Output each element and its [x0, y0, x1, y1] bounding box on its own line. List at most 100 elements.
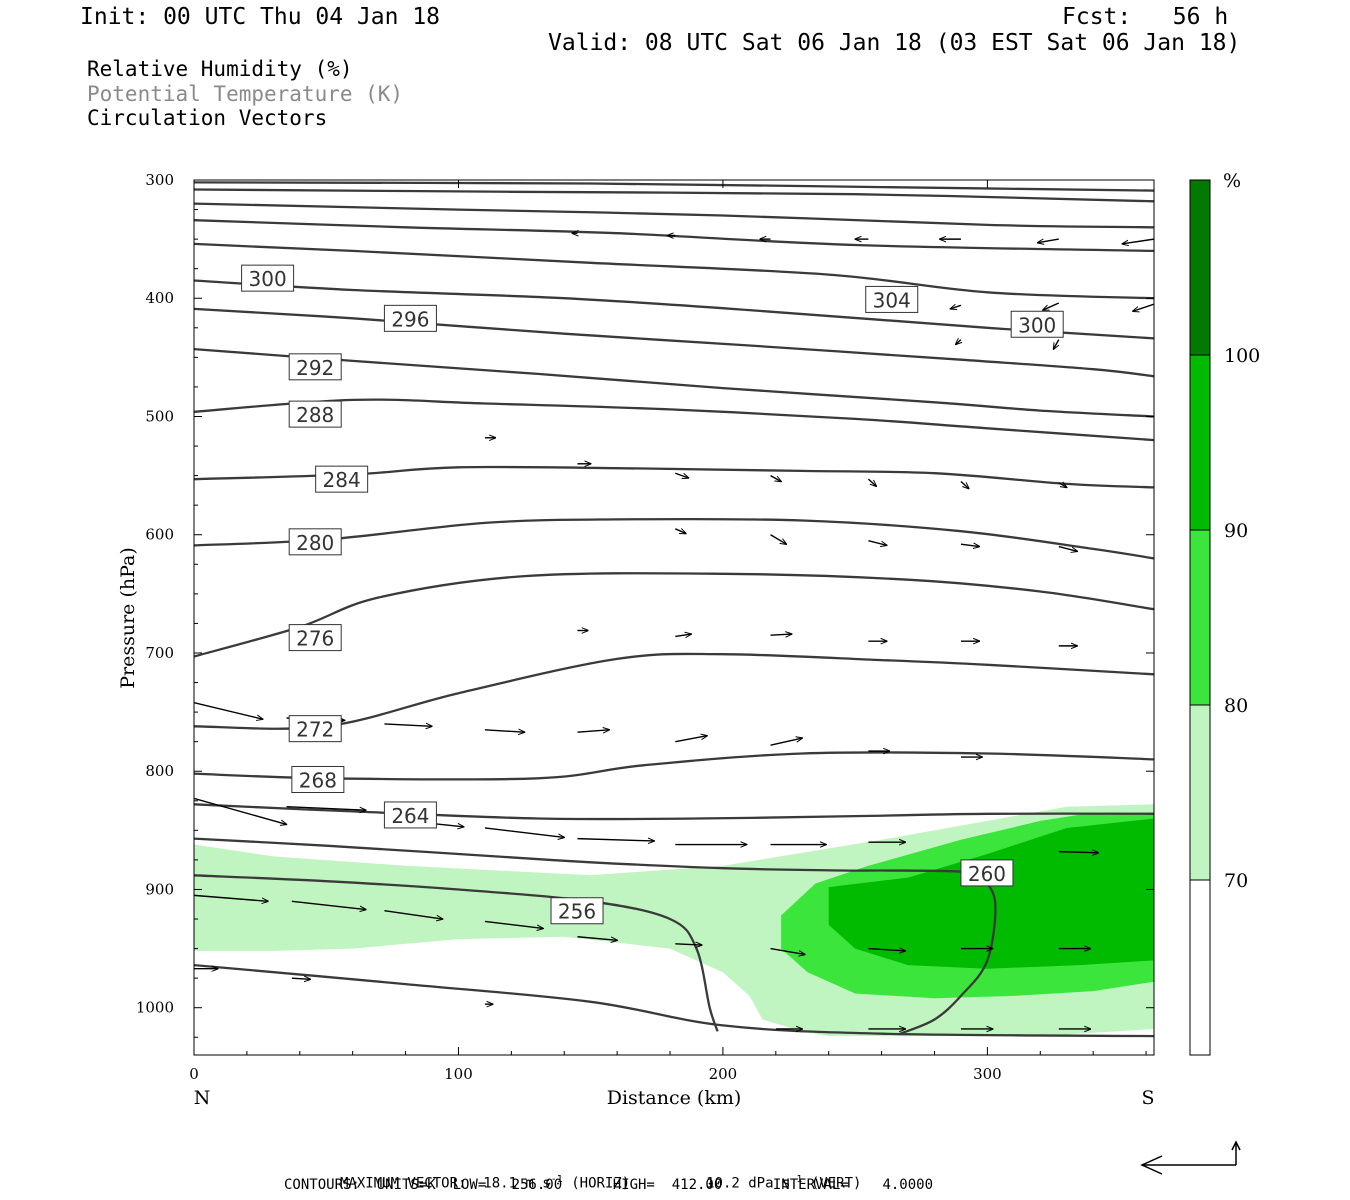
theta-contour-264 [194, 803, 1154, 821]
theta-contour-272 [194, 652, 1154, 730]
theta-contour-276 [194, 572, 1154, 658]
circulation-vector [770, 474, 782, 482]
max-vector-label: MAXIMUM VECTOR: [340, 1175, 467, 1192]
contour-label-box [383, 801, 437, 829]
contour-label-box [1010, 310, 1064, 338]
circulation-vector [960, 480, 969, 489]
theta-contour-unlabeled-15 [194, 202, 1154, 229]
x-tick-label: 300 [973, 1065, 1002, 1083]
contour-label-box [288, 624, 342, 652]
circulation-vector [194, 894, 268, 901]
circulation-vector [868, 949, 905, 951]
endpoint-north-label: N [194, 1087, 211, 1109]
contour-label-box [865, 285, 919, 313]
colorbar-swatch [1190, 530, 1210, 705]
circulation-vector [194, 701, 263, 720]
contour-label-280: 280 [296, 531, 334, 555]
reference-vector-icon [1140, 1140, 1241, 1175]
endpoint-south-label: S [1141, 1087, 1154, 1109]
contour-label-box [291, 765, 345, 793]
y-tick-label: 900 [145, 880, 174, 898]
circulation-vector [194, 797, 287, 824]
x-tick-label: 200 [709, 1065, 738, 1083]
y-tick-label: 500 [145, 407, 174, 425]
contour-label-box [288, 400, 342, 428]
legend-circulation-vectors: Circulation Vectors [87, 106, 328, 130]
theta-contour-288 [194, 398, 1154, 442]
contour-label-284: 284 [323, 468, 361, 492]
colorbar-level-label: 90 [1224, 520, 1248, 542]
theta-contour-296 [194, 307, 1154, 378]
max-vector-vert-tag: (VERT) [810, 1175, 862, 1192]
axes-layer: 300 400 500 600 700 800 900 1000 0 100 200 300 [136, 171, 1154, 1083]
colorbar-level-label: 80 [1224, 695, 1248, 717]
theta-contour-layer [194, 181, 1154, 1038]
contour-label-296: 296 [391, 307, 429, 331]
contour-label-box [288, 715, 342, 743]
circulation-vector [675, 944, 701, 945]
colorbar-level-label: 70 [1224, 870, 1248, 892]
contour-label-box [288, 528, 342, 556]
contour-label-300: 300 [1018, 313, 1056, 337]
contour-label-272: 272 [296, 718, 334, 742]
y-axis-title: Pressure (hPa) [117, 547, 139, 689]
circulation-vector-layer [194, 233, 1154, 1029]
y-tick-label: 800 [145, 762, 174, 780]
contour-label-288: 288 [296, 403, 334, 427]
theta-contour-unlabeled-17 [194, 181, 1154, 192]
circulation-vector [291, 900, 366, 909]
colorbar-frame [1189, 179, 1211, 1056]
circulation-vector [1043, 302, 1060, 310]
circulation-vector [577, 730, 609, 732]
contour-label-268: 268 [299, 768, 337, 792]
forecast-hour: Fcst: 56 h [1062, 4, 1229, 30]
colorbar-swatch [1190, 355, 1210, 530]
circulation-vector [675, 736, 707, 743]
contours-info: CONTOURS: UNITS=K LOW= 256.00 HIGH= 412.… [284, 1177, 934, 1193]
circulation-vector [1133, 303, 1154, 311]
contour-label-276: 276 [296, 627, 334, 651]
circulation-vector [291, 978, 311, 979]
legend-potential-temperature: Potential Temperature (K) [87, 82, 404, 106]
rh-fill-90 [828, 818, 1154, 969]
contour-label-304: 304 [873, 288, 911, 312]
contour-label-260: 260 [968, 862, 1006, 886]
circulation-vector [867, 478, 876, 486]
circulation-vector [770, 534, 787, 544]
valid-time: Valid: 08 UTC Sat 06 Jan 18 (03 EST Sat … [548, 30, 1241, 56]
contour-label-layer: 256 260 264 268 272 276 280 284 288 292 296 300 300 3… [241, 264, 1064, 925]
x-tick-label: 0 [189, 1065, 199, 1083]
y-tick-label: 700 [145, 644, 174, 662]
contour-label-292: 292 [296, 356, 334, 380]
max-vector-horiz-tag: (HORIZ) [571, 1175, 631, 1192]
init-time: Init: 00 UTC Thu 04 Jan 18 [80, 4, 441, 30]
circulation-vector [384, 910, 442, 919]
circulation-vector [770, 738, 803, 746]
circulation-vector [1054, 339, 1060, 349]
theta-contour-unlabeled-14 [194, 219, 1154, 253]
contour-label-264: 264 [391, 804, 429, 828]
circulation-vector [960, 544, 980, 546]
contour-label-box [241, 264, 295, 292]
y-tick-label: 400 [145, 289, 174, 307]
contour-label-300: 300 [249, 267, 287, 291]
contour-label-box [960, 859, 1014, 887]
contour-label-box [288, 353, 342, 381]
circulation-vector [950, 305, 962, 309]
circulation-vector [956, 340, 961, 345]
circulation-vector [1058, 545, 1078, 552]
theta-contour-unlabeled-16 [194, 188, 1154, 203]
colorbar-swatch [1190, 880, 1210, 1055]
plot-frame [193, 179, 1155, 1056]
rh-colorbar: 70 80 90 100 [1189, 179, 1260, 1056]
x-axis-title: Distance (km) [607, 1087, 742, 1109]
circulation-vector [770, 634, 792, 635]
y-tick-label: 1000 [136, 999, 174, 1017]
legend-relative-humidity: Relative Humidity (%) [87, 57, 353, 81]
circulation-vector [484, 920, 543, 928]
colorbar-swatch [1190, 180, 1210, 355]
circulation-vector [577, 936, 617, 941]
colorbar-swatch [1190, 705, 1210, 880]
circulation-vector [384, 724, 432, 726]
